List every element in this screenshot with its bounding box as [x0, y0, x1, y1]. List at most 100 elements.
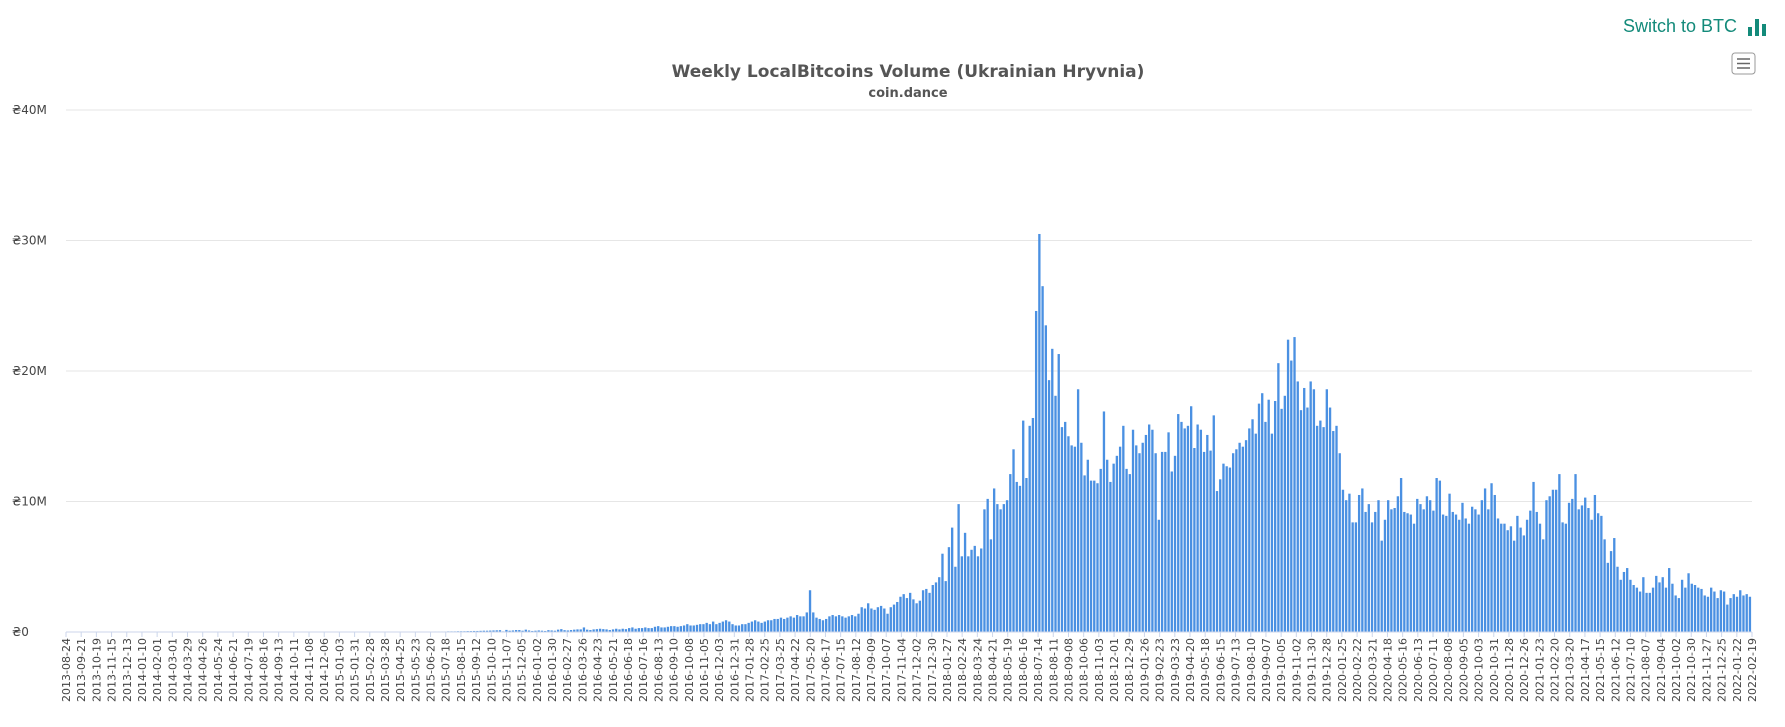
bar[interactable]	[482, 630, 485, 632]
bar[interactable]	[957, 504, 960, 632]
bar[interactable]	[860, 607, 863, 632]
bar[interactable]	[476, 630, 479, 632]
bar[interactable]	[1629, 579, 1632, 632]
bar[interactable]	[980, 548, 983, 632]
bar[interactable]	[921, 590, 925, 632]
bar[interactable]	[831, 615, 834, 632]
bar[interactable]	[1209, 450, 1212, 632]
bar[interactable]	[1160, 451, 1164, 632]
bar[interactable]	[679, 626, 683, 632]
bar[interactable]	[983, 509, 986, 632]
bar[interactable]	[731, 624, 734, 632]
bar[interactable]	[1697, 587, 1700, 632]
bar[interactable]	[1661, 577, 1664, 632]
bar[interactable]	[747, 622, 750, 632]
bar[interactable]	[1606, 562, 1609, 632]
bar[interactable]	[1609, 551, 1613, 632]
bar[interactable]	[1212, 415, 1215, 632]
bar[interactable]	[1671, 583, 1674, 632]
bar[interactable]	[566, 630, 569, 632]
bar[interactable]	[989, 539, 993, 632]
bar[interactable]	[1154, 453, 1157, 632]
bar[interactable]	[1700, 588, 1703, 632]
bar[interactable]	[1380, 540, 1383, 632]
bar[interactable]	[1390, 509, 1393, 632]
bar[interactable]	[576, 629, 579, 632]
bar[interactable]	[1128, 474, 1131, 632]
bar[interactable]	[1277, 363, 1280, 632]
bar[interactable]	[1545, 500, 1548, 632]
bar[interactable]	[1183, 428, 1186, 632]
bar[interactable]	[505, 629, 508, 632]
bar[interactable]	[676, 626, 679, 632]
bar[interactable]	[1503, 523, 1506, 632]
bar[interactable]	[828, 616, 831, 632]
bar[interactable]	[1018, 485, 1022, 632]
bar[interactable]	[1742, 595, 1745, 632]
bar[interactable]	[1383, 519, 1387, 632]
bar[interactable]	[783, 618, 786, 632]
bar[interactable]	[1451, 511, 1454, 632]
bar[interactable]	[1196, 424, 1199, 633]
bar[interactable]	[1445, 515, 1448, 632]
bar[interactable]	[1693, 585, 1697, 632]
bar[interactable]	[1144, 434, 1148, 632]
bar[interactable]	[1554, 489, 1558, 632]
bar[interactable]	[1215, 491, 1219, 632]
bar[interactable]	[531, 630, 534, 632]
bar[interactable]	[1202, 451, 1206, 632]
bar[interactable]	[963, 532, 967, 632]
bar[interactable]	[773, 618, 776, 632]
bar[interactable]	[1170, 471, 1173, 632]
bar[interactable]	[1512, 540, 1516, 632]
bar[interactable]	[915, 603, 918, 632]
bar[interactable]	[867, 603, 870, 632]
bar[interactable]	[653, 626, 657, 632]
bar[interactable]	[1244, 440, 1248, 632]
bar[interactable]	[1454, 514, 1458, 632]
bar[interactable]	[1719, 590, 1723, 632]
bar[interactable]	[647, 628, 650, 632]
bar[interactable]	[479, 630, 482, 632]
bar[interactable]	[1177, 414, 1180, 632]
bar[interactable]	[1312, 389, 1316, 632]
bar[interactable]	[1574, 474, 1577, 632]
bar[interactable]	[944, 581, 947, 632]
bar[interactable]	[569, 630, 573, 632]
bar[interactable]	[1089, 480, 1093, 632]
bar[interactable]	[792, 617, 796, 632]
bar[interactable]	[844, 617, 847, 632]
bar[interactable]	[879, 605, 883, 632]
bar[interactable]	[902, 594, 905, 632]
bar[interactable]	[1406, 513, 1409, 632]
bar[interactable]	[1726, 604, 1729, 632]
bar[interactable]	[1613, 538, 1616, 632]
bar[interactable]	[947, 547, 951, 632]
bar[interactable]	[1490, 483, 1493, 632]
bar[interactable]	[1429, 500, 1432, 632]
bar[interactable]	[521, 630, 524, 632]
bar[interactable]	[1325, 389, 1328, 632]
bar[interactable]	[1596, 513, 1600, 632]
bar[interactable]	[1535, 511, 1538, 632]
bar[interactable]	[602, 629, 605, 632]
bar[interactable]	[1015, 481, 1018, 632]
bar[interactable]	[889, 607, 892, 632]
bar[interactable]	[728, 621, 731, 632]
bar[interactable]	[928, 592, 931, 632]
bar[interactable]	[1496, 518, 1500, 632]
bar[interactable]	[1222, 463, 1225, 632]
bar[interactable]	[1532, 481, 1535, 632]
bar[interactable]	[795, 615, 799, 632]
bar[interactable]	[1009, 474, 1012, 632]
bar[interactable]	[1002, 504, 1005, 632]
bar[interactable]	[763, 621, 766, 632]
bar[interactable]	[498, 630, 502, 632]
bar[interactable]	[650, 628, 653, 632]
bar[interactable]	[899, 596, 902, 632]
bar[interactable]	[1290, 360, 1293, 632]
bar[interactable]	[918, 600, 922, 632]
bar[interactable]	[1315, 425, 1319, 632]
bar[interactable]	[931, 585, 934, 632]
bar[interactable]	[1616, 566, 1619, 632]
